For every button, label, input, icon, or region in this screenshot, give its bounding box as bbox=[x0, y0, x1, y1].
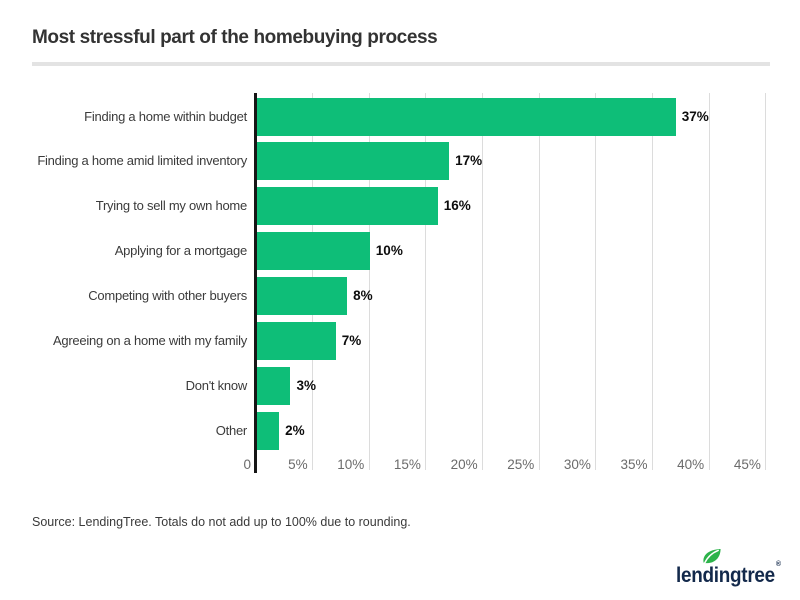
lendingtree-logo: lendingtree bbox=[676, 564, 775, 587]
category-label: Applying for a mortgage bbox=[114, 243, 248, 259]
value-label: 8% bbox=[353, 288, 373, 304]
value-label: 16% bbox=[443, 198, 471, 214]
x-tick-label: 45% bbox=[733, 457, 761, 472]
x-tick-label: 25% bbox=[507, 457, 535, 472]
bar bbox=[256, 187, 438, 226]
x-gridline bbox=[482, 93, 484, 470]
value-label: 37% bbox=[681, 108, 709, 124]
x-gridline bbox=[538, 93, 540, 470]
x-tick-label: 20% bbox=[450, 457, 478, 472]
title-divider bbox=[32, 62, 770, 66]
x-gridline bbox=[595, 93, 597, 470]
x-tick-label: 15% bbox=[393, 457, 421, 472]
category-label: Finding a home within budget bbox=[84, 108, 247, 124]
x-gridline bbox=[765, 93, 767, 470]
y-axis-line bbox=[254, 93, 257, 473]
leaf-icon bbox=[703, 549, 721, 564]
x-gridline bbox=[708, 93, 710, 470]
category-label: Other bbox=[215, 422, 248, 438]
category-label: Competing with other buyers bbox=[88, 288, 247, 304]
value-label: 7% bbox=[341, 333, 362, 348]
value-label: 3% bbox=[296, 377, 316, 393]
x-tick-label: 40% bbox=[677, 457, 705, 472]
category-label: Agreeing on a home with my family bbox=[52, 333, 247, 348]
bar bbox=[256, 322, 336, 360]
x-tick-label: 30% bbox=[563, 457, 591, 472]
x-tick-label: 35% bbox=[620, 457, 648, 472]
chart-title: Most stressful part of the homebuying pr… bbox=[32, 27, 438, 48]
x-tick-label: 0 bbox=[243, 457, 251, 472]
bar bbox=[256, 366, 291, 405]
x-gridline bbox=[368, 93, 370, 470]
bar bbox=[256, 232, 370, 271]
x-gridline bbox=[652, 93, 654, 470]
logo-trademark: ® bbox=[775, 561, 781, 568]
bar bbox=[256, 411, 280, 450]
source-note: Source: LendingTree. Totals do not add u… bbox=[32, 515, 411, 529]
x-gridline bbox=[425, 93, 427, 470]
bar bbox=[256, 142, 450, 181]
category-label: Trying to sell my own home bbox=[95, 198, 248, 214]
category-label: Don't know bbox=[185, 377, 248, 393]
x-tick-label: 5% bbox=[288, 457, 308, 472]
logo-dot-cover bbox=[710, 565, 719, 571]
x-tick-label: 10% bbox=[337, 457, 365, 472]
bar bbox=[256, 277, 348, 316]
value-label: 10% bbox=[375, 243, 403, 259]
category-label: Finding a home amid limited inventory bbox=[37, 153, 247, 169]
value-label: 2% bbox=[285, 422, 305, 438]
bar bbox=[256, 97, 676, 136]
value-label: 17% bbox=[455, 153, 483, 169]
